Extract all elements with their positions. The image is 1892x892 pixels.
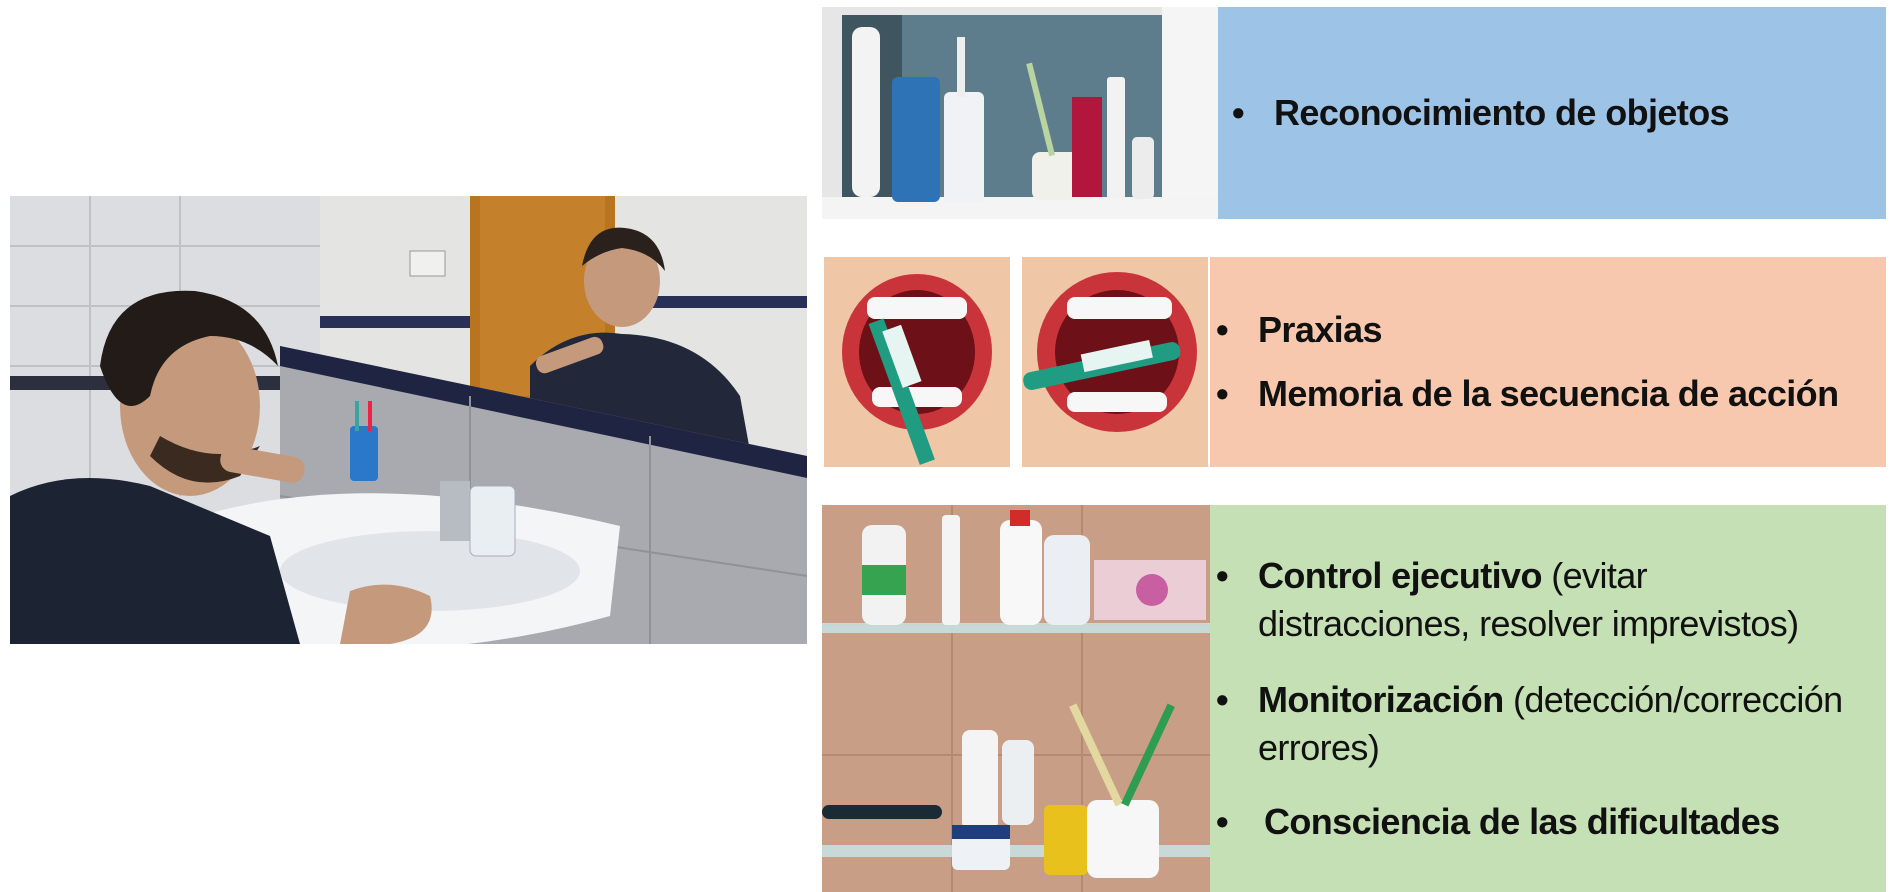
list-item: Control ejecutivo (evitar distracciones,… [1202, 552, 1866, 648]
praxias-list: Praxias Memoria de la secuencia de acció… [1202, 306, 1886, 418]
list-item: Praxias [1202, 306, 1886, 354]
objects-list: Reconocimiento de objetos [1218, 89, 1886, 137]
list-item: Consciencia de las dificultades [1202, 798, 1866, 846]
list-item: Reconocimiento de objetos [1218, 89, 1886, 137]
list-item: Monitorización (detección/corrección err… [1202, 676, 1866, 772]
panel-executive: Control ejecutivo (evitar distracciones,… [1210, 505, 1886, 892]
bathroom-shelves-photo [822, 505, 1210, 892]
panel-objects: Reconocimiento de objetos [1218, 7, 1886, 219]
brushing-illustration [822, 257, 1210, 467]
toiletries-shelf-photo [822, 7, 1218, 219]
panel-praxias: Praxias Memoria de la secuencia de acció… [1210, 257, 1886, 467]
executive-list: Control ejecutivo (evitar distracciones,… [1202, 552, 1866, 846]
bathroom-brushing-photo [10, 196, 807, 644]
list-item: Memoria de la secuencia de acción [1202, 370, 1886, 418]
